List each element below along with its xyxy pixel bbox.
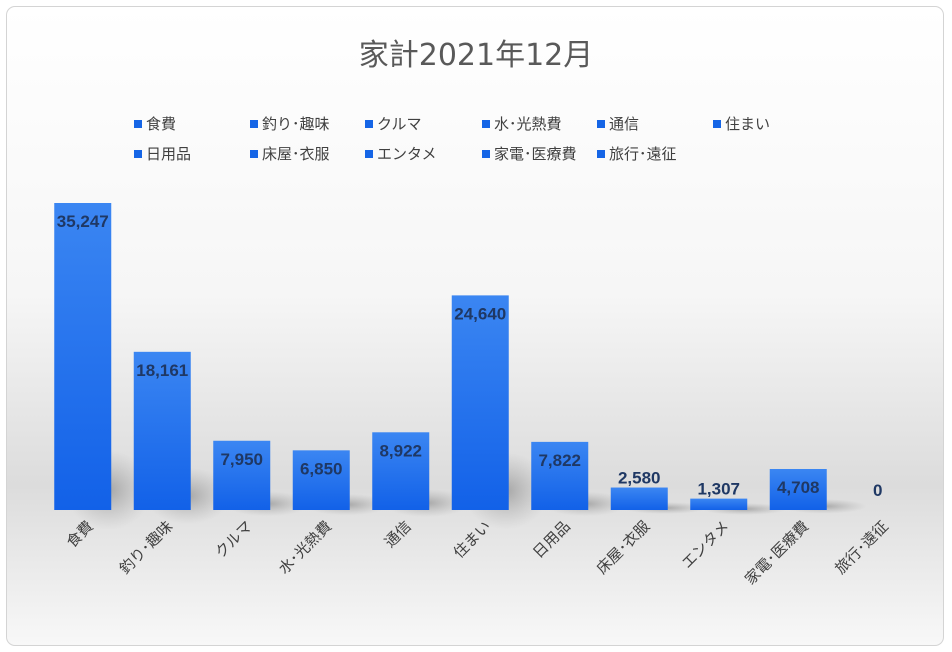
- legend-item: 水･光熱費: [482, 115, 562, 133]
- legend-swatch: [713, 120, 721, 128]
- legend-label: 釣り･趣味: [262, 115, 330, 133]
- legend-label: 床屋･衣服: [262, 145, 330, 163]
- legend-item: 家電･医療費: [482, 145, 577, 163]
- legend-item: クルマ: [365, 115, 422, 133]
- legend-label: 食費: [146, 115, 176, 133]
- bar: [372, 432, 430, 510]
- legend-item: 日用品: [134, 145, 191, 163]
- bar: [54, 203, 112, 510]
- bar: [531, 441, 589, 510]
- bar-value-label: 24,640: [454, 304, 506, 323]
- legend-swatch: [250, 150, 258, 158]
- legend-swatch: [597, 120, 605, 128]
- legend-swatch: [250, 120, 258, 128]
- legend-label: 旅行･遠征: [609, 145, 677, 163]
- bar: [690, 498, 748, 510]
- legend-label: 水･光熱費: [494, 115, 562, 133]
- bar: [769, 468, 827, 510]
- legend-swatch: [365, 150, 373, 158]
- x-tick-label: 家電･医療費: [741, 517, 812, 588]
- legend-label: クルマ: [377, 115, 422, 133]
- bar: [213, 440, 271, 510]
- x-tick-label: エンタメ: [678, 517, 733, 572]
- bar-value-label: 4,708: [777, 478, 820, 497]
- legend-swatch: [134, 120, 142, 128]
- legend-swatch: [482, 150, 490, 158]
- legend-item: 食費: [134, 115, 176, 133]
- legend-swatch: [365, 120, 373, 128]
- x-axis-tick-labels: 食費 釣り･趣味 クルマ 水･光熱費 通信 住まい 日用品 床屋･衣服 エンタメ 家電･医療費 旅行…: [63, 517, 892, 588]
- x-tick-label: 通信: [381, 517, 415, 551]
- x-tick-label: 住まい: [450, 517, 495, 562]
- legend-item: 通信: [597, 115, 639, 133]
- legend-item: 住まい: [713, 115, 770, 133]
- bar: [133, 351, 191, 510]
- legend-label: エンタメ: [377, 145, 437, 163]
- x-tick-label: クルマ: [212, 517, 256, 561]
- bar-value-label: 2,580: [618, 469, 661, 488]
- bar: [292, 450, 350, 510]
- bar: [451, 295, 509, 510]
- legend-label: 家電･医療費: [494, 145, 577, 163]
- bar-value-label: 35,247: [57, 212, 109, 231]
- legend-item: 釣り･趣味: [250, 115, 330, 133]
- legend-swatch: [482, 120, 490, 128]
- bar-value-label: 7,822: [538, 451, 581, 470]
- bar-value-label: 18,161: [136, 361, 188, 380]
- x-tick-label: 水･光熱費: [275, 517, 335, 577]
- legend-item: 床屋･衣服: [250, 145, 330, 163]
- bar-value-label: 6,850: [300, 459, 343, 478]
- bar-value-label: 8,922: [379, 441, 422, 460]
- x-tick-label: 旅行･遠征: [831, 517, 891, 577]
- legend-label: 日用品: [146, 145, 191, 163]
- x-tick-label: 日用品: [529, 517, 574, 562]
- bar-value-label: 7,950: [220, 450, 263, 469]
- legend-label: 住まい: [725, 115, 770, 133]
- legend-swatch: [597, 150, 605, 158]
- bar-value-label: 1,307: [697, 480, 740, 499]
- chart-frame: 家計2021年12月 食費 釣り･趣味 クルマ 水･光熱費 通信 住まい 日用品 床屋･衣服エ…: [6, 6, 944, 646]
- legend-label: 通信: [609, 115, 639, 133]
- legend-swatch: [134, 150, 142, 158]
- bar-chart: 家計2021年12月 食費 釣り･趣味 クルマ 水･光熱費 通信 住まい日用品 床屋･衣服エ…: [54, 38, 892, 588]
- bar-value-label: 0: [873, 481, 882, 500]
- bar: [610, 487, 668, 510]
- value-labels: 35,247 18,161 7,950 6,850 8,922 24,640 7,822 2,…: [57, 212, 883, 500]
- x-tick-label: 床屋･衣服: [593, 517, 653, 577]
- chart-title: 家計2021年12月: [359, 38, 594, 73]
- legend-item: エンタメ: [365, 145, 437, 163]
- legend-item: 旅行･遠征: [597, 145, 677, 163]
- bars: [54, 203, 827, 510]
